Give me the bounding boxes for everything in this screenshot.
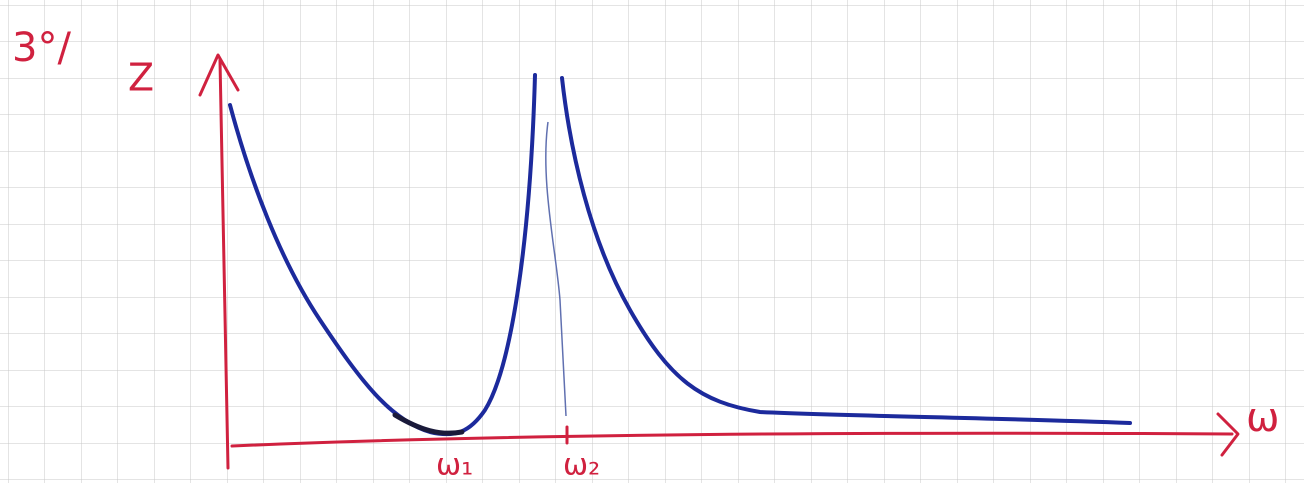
curve-right	[560, 76, 1132, 425]
y-label: Z	[128, 56, 154, 100]
y-axis	[218, 58, 230, 470]
x-label: ω	[1246, 395, 1280, 441]
x-axis-arrow	[1216, 412, 1240, 457]
resonance-line	[545, 121, 567, 417]
x-axis	[230, 431, 1234, 448]
y-label-prefix: 3°/	[12, 25, 71, 71]
marker-label: ω₁	[436, 448, 473, 483]
minimum-mark	[392, 412, 465, 436]
y-axis-arrow	[198, 53, 240, 97]
marker-label: ω₂	[563, 448, 600, 483]
